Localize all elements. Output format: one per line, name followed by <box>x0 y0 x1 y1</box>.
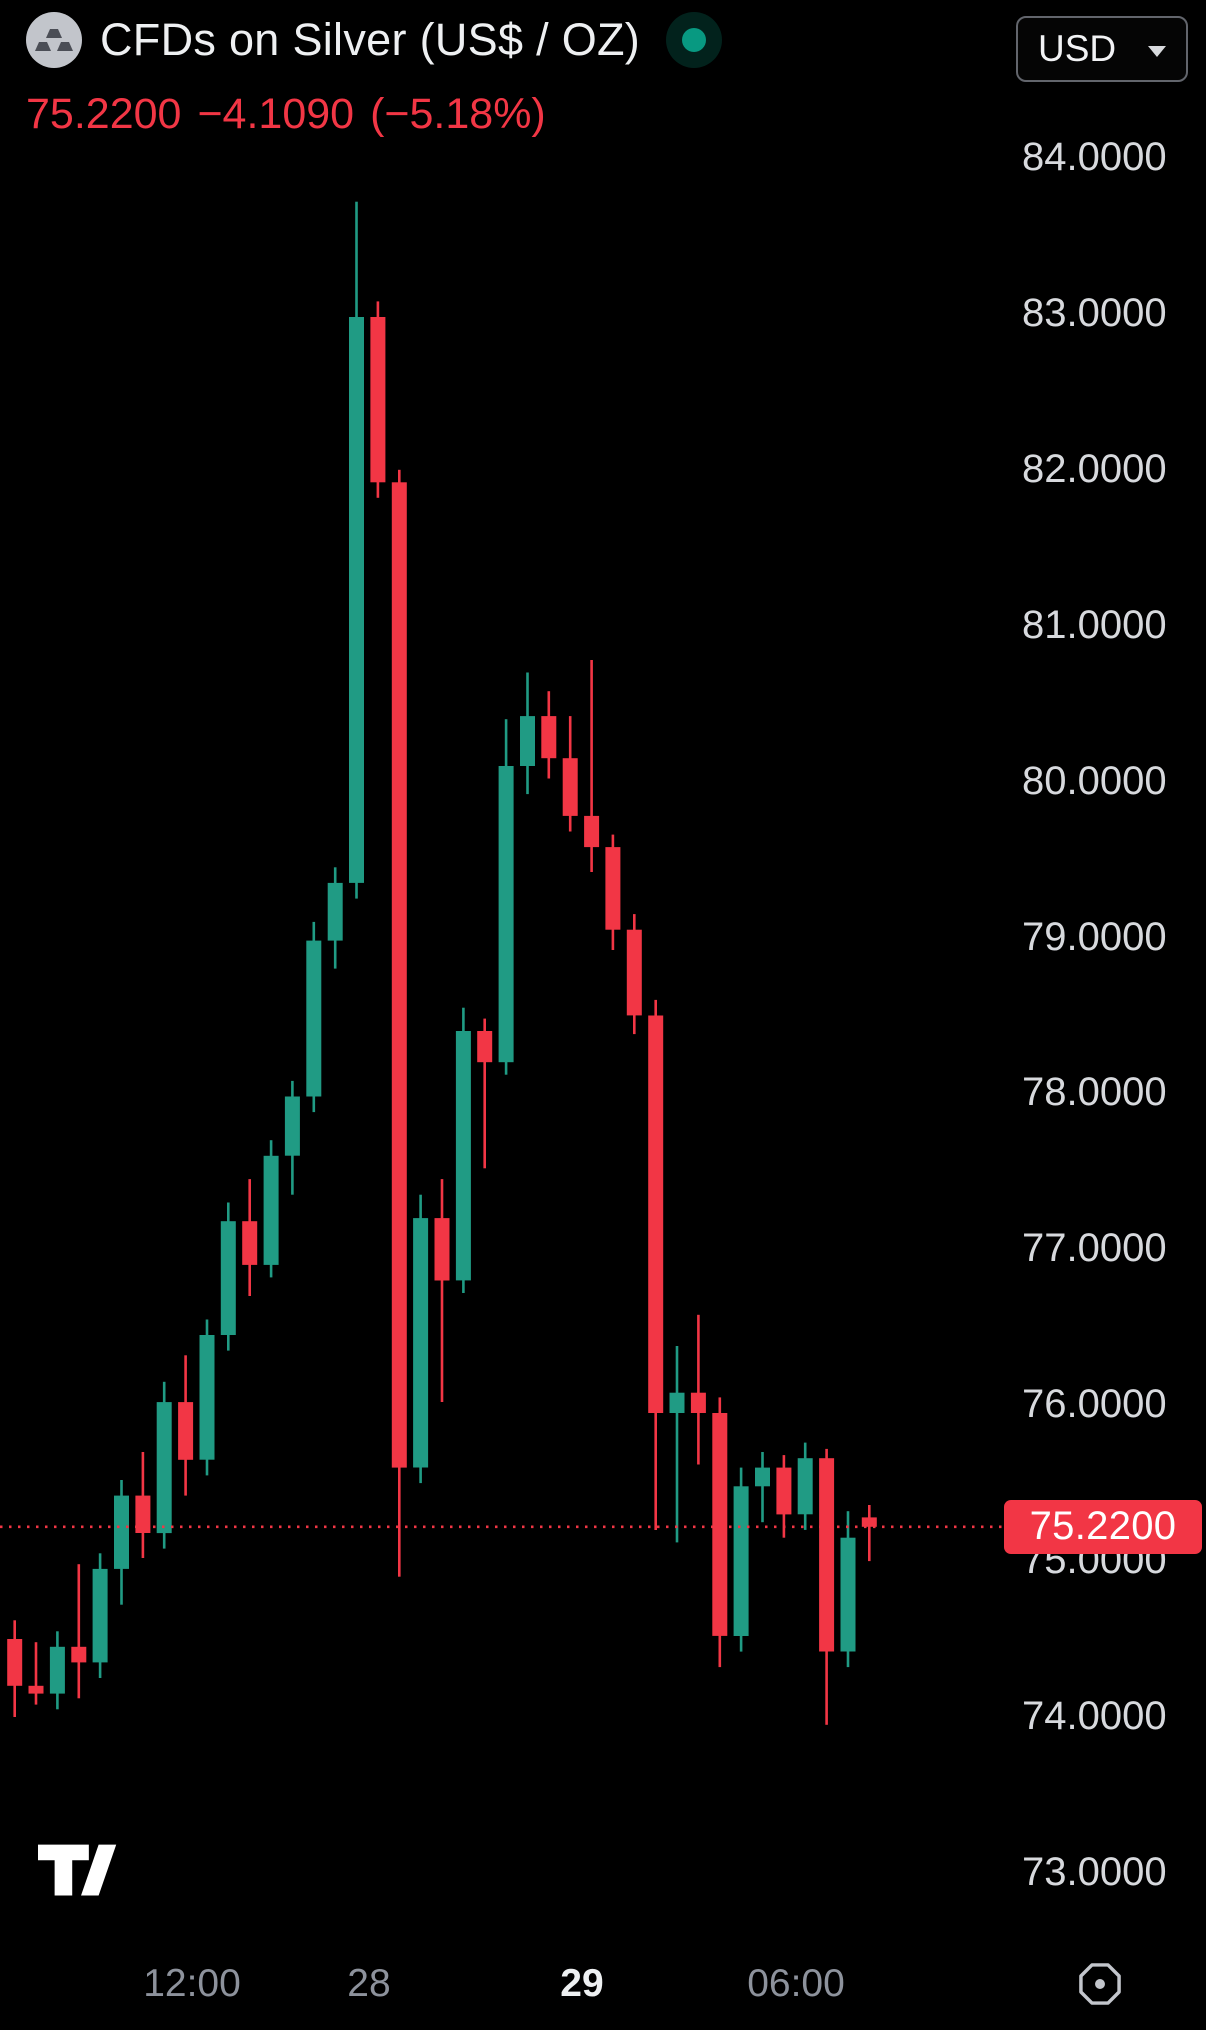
candle-body <box>690 1392 706 1413</box>
candle-body <box>156 1402 172 1534</box>
price-tick-label: 79.0000 <box>1022 914 1167 959</box>
symbol-header: CFDs on Silver (US$ / OZ) <box>26 12 723 68</box>
candle-body <box>840 1537 856 1652</box>
candle-body <box>263 1155 279 1265</box>
candle-body <box>733 1486 749 1636</box>
candle-body <box>306 940 322 1097</box>
candle-body <box>135 1495 151 1533</box>
candle-body <box>327 882 343 941</box>
candle-body <box>349 317 364 883</box>
candle-body <box>92 1568 108 1663</box>
candle-body <box>455 1031 471 1281</box>
time-scale[interactable]: 12:00 28 29 06:00 <box>0 1952 1206 2030</box>
candle-wick <box>761 1452 764 1523</box>
price-tick-label: 84.0000 <box>1022 135 1167 179</box>
candle-body <box>370 317 386 483</box>
candle-body <box>199 1335 215 1460</box>
candle-body <box>669 1392 685 1413</box>
last-price-badge: 75.2200 <box>1004 1499 1202 1554</box>
market-status-icon <box>666 12 723 68</box>
candle-body <box>755 1467 770 1487</box>
time-tick-label: 29 <box>560 1962 604 2005</box>
price-tick-label: 73.0000 <box>1022 1849 1167 1894</box>
settings-icon[interactable] <box>1074 1958 1126 2010</box>
candle-body <box>626 929 642 1016</box>
candle-body <box>477 1031 493 1063</box>
chevron-down-icon <box>1148 45 1166 57</box>
candle-body <box>797 1458 813 1515</box>
price-tick-label: 81.0000 <box>1022 602 1167 647</box>
candle-body <box>242 1221 258 1265</box>
candle-body <box>114 1495 129 1569</box>
time-tick-label: 28 <box>347 1962 391 2005</box>
price-tick-label: 76.0000 <box>1022 1382 1167 1427</box>
candle-body <box>541 716 557 759</box>
candle-body <box>220 1221 236 1335</box>
price-row: 75.2200 −4.1090 (−5.18%) <box>26 90 546 139</box>
candle-body <box>520 716 535 766</box>
time-tick-label: 12:00 <box>143 1962 241 2005</box>
price-tick-label: 80.0000 <box>1022 758 1167 803</box>
price-tick-label: 74.0000 <box>1022 1694 1167 1738</box>
candle-body <box>49 1646 65 1694</box>
candle-body <box>7 1639 23 1686</box>
currency-select[interactable]: USD <box>1016 16 1188 82</box>
candle-body <box>178 1402 194 1460</box>
candle-wick <box>77 1564 81 1699</box>
price-tick-label: 83.0000 <box>1022 290 1167 335</box>
page-title: CFDs on Silver (US$ / OZ) <box>100 14 641 65</box>
candle-body <box>605 847 621 930</box>
candle-wick <box>440 1179 444 1402</box>
price-tick-label: 78.0000 <box>1022 1070 1167 1115</box>
candle-wick <box>868 1505 871 1562</box>
price-tick-label: 82.0000 <box>1022 446 1167 491</box>
candle-body <box>391 482 407 1468</box>
candle-wick <box>590 660 593 872</box>
candle-body <box>434 1218 450 1281</box>
currency-select-value: USD <box>1038 28 1117 69</box>
candle-wick <box>697 1314 700 1465</box>
candle-wick <box>34 1642 38 1705</box>
price-change: −4.1090 <box>197 90 355 138</box>
candle-body <box>413 1218 429 1468</box>
candle-wick <box>483 1018 486 1169</box>
candle-body <box>712 1413 728 1636</box>
time-tick-label: 06:00 <box>747 1962 845 2005</box>
last-price: 75.2200 <box>26 90 182 138</box>
candle-body <box>819 1458 835 1652</box>
candle-body <box>284 1096 300 1156</box>
candle-body <box>861 1517 877 1527</box>
candle-body <box>648 1015 664 1413</box>
price-scale[interactable]: 84.0000 83.0000 82.0000 81.0000 80.0000 79.00… <box>1006 0 1206 2030</box>
tradingview-logo[interactable] <box>38 1844 126 1903</box>
price-tick-label: 77.0000 <box>1022 1226 1167 1271</box>
candle-body <box>498 766 514 1063</box>
candle-body <box>71 1646 87 1663</box>
candle-body <box>28 1685 44 1694</box>
price-change-percent: (−5.18%) <box>370 90 546 138</box>
silver-symbol-icon <box>26 12 82 68</box>
candle-body <box>584 815 600 848</box>
candle-body <box>776 1467 792 1515</box>
candle-wick <box>675 1346 679 1543</box>
candle-body <box>562 758 578 816</box>
